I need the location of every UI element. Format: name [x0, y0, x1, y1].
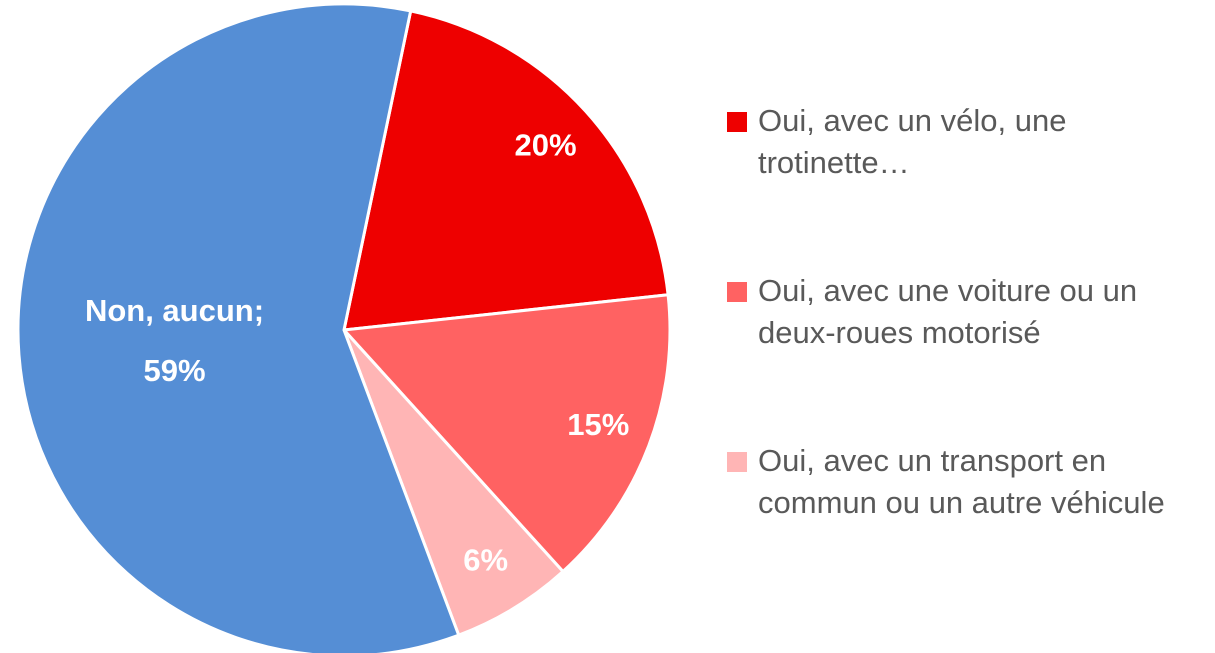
legend-entry: Oui, avec un transport en commun ou un a…: [727, 440, 1177, 524]
legend-label: Oui, avec une voiture ou un deux-roues m…: [758, 273, 1138, 350]
legend-entry: Oui, avec une voiture ou un deux-roues m…: [727, 270, 1177, 354]
legend-swatch: [727, 282, 747, 302]
pie-slice: [340, 293, 672, 574]
pie-slice: [16, 2, 461, 653]
legend-entry: Oui, avec un vélo, une trotinette…: [727, 100, 1177, 184]
data-label-name: Non, aucun;: [85, 293, 264, 328]
data-label: 15%: [567, 407, 629, 442]
legend-swatch: [727, 452, 747, 472]
data-label: 59%: [143, 353, 205, 388]
legend-label: Oui, avec un transport en commun ou un a…: [758, 443, 1165, 520]
pie-slice: [342, 9, 670, 332]
legend-swatch: [727, 112, 747, 132]
legend-label: Oui, avec un vélo, une trotinette…: [758, 103, 1067, 180]
data-label: 20%: [514, 127, 576, 162]
pie-slice: [342, 328, 566, 638]
data-label: 6%: [463, 542, 508, 577]
